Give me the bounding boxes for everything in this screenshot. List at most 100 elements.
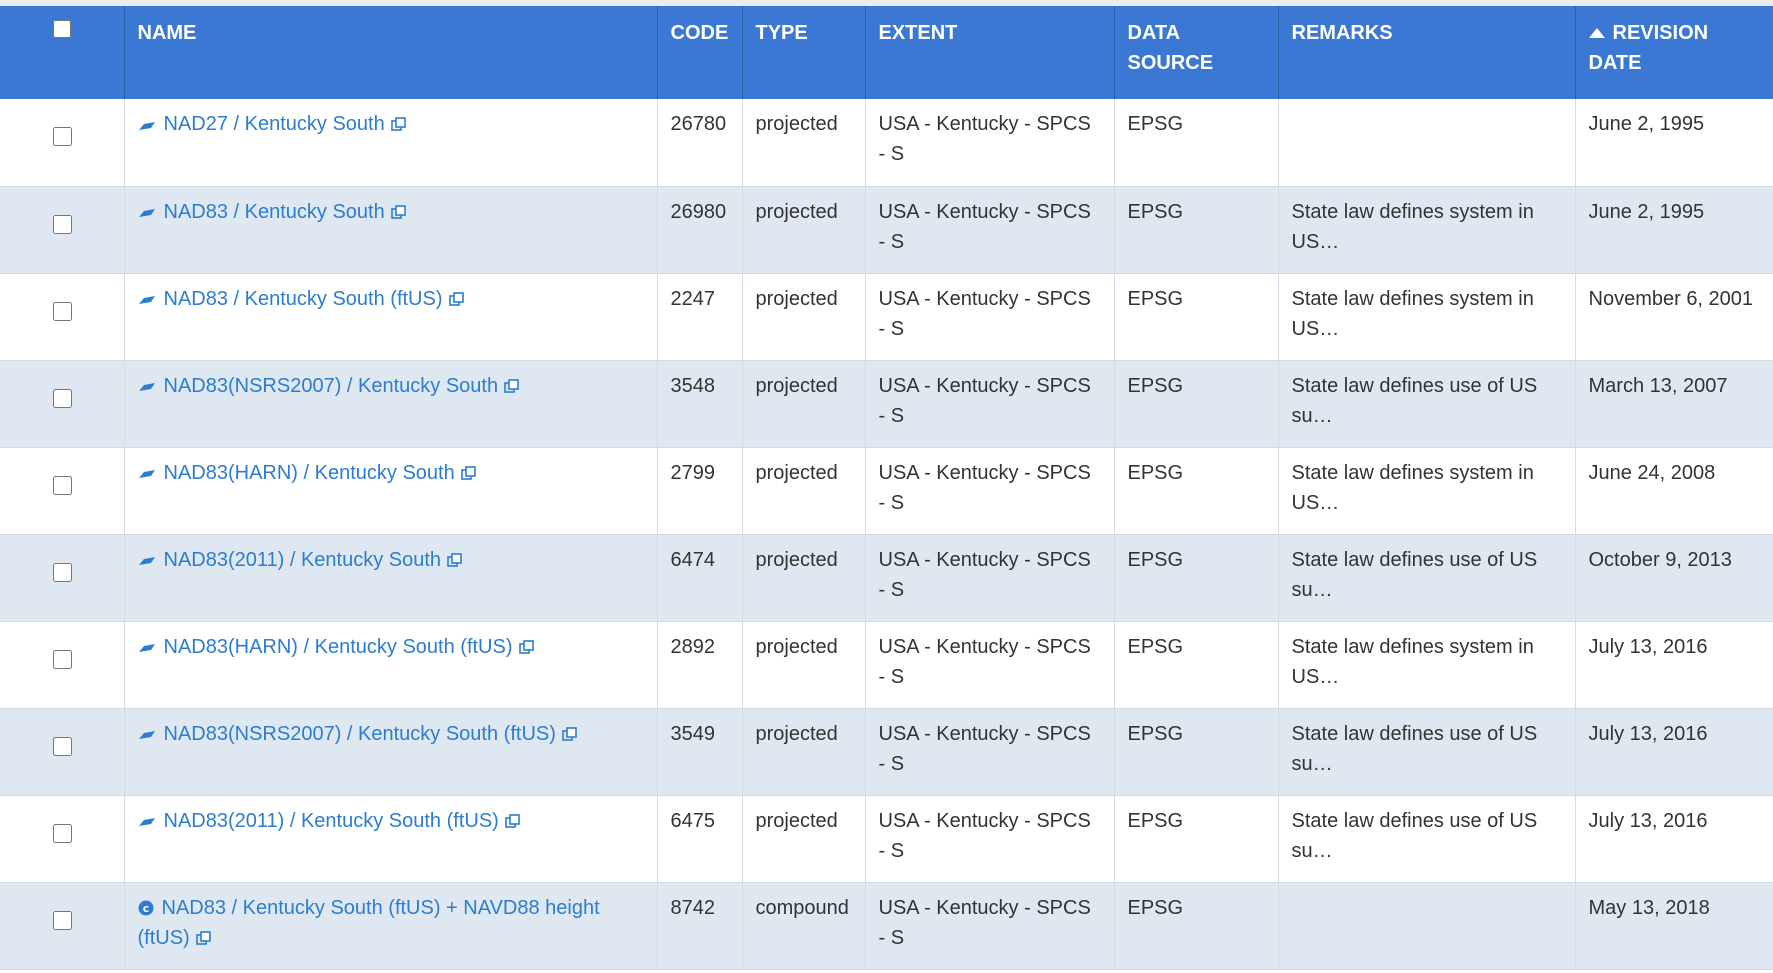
- crs-link[interactable]: NAD83 / Kentucky South (ftUS) + NAVD88 h…: [137, 896, 600, 949]
- type-cell: projected: [742, 708, 866, 796]
- extent-cell: USA - Kentucky - SPCS - S: [865, 795, 1115, 883]
- external-link-icon: [195, 930, 211, 945]
- table-row: NAD83(NSRS2007) / Kentucky South (ftUS) 3…: [0, 708, 1773, 796]
- results-table: NAME CODE TYPE EXTENT DATA SOURCE REMARKS REVI…: [0, 6, 1773, 970]
- name-cell: NAD83(HARN) / Kentucky South: [124, 447, 658, 535]
- remarks-cell: State law defines system in US…: [1278, 621, 1576, 709]
- type-cell: projected: [742, 795, 866, 883]
- crs-link[interactable]: NAD83(HARN) / Kentucky South (ftUS): [163, 635, 513, 658]
- column-header-text: CODE: [670, 22, 729, 44]
- source-cell: EPSG: [1114, 273, 1279, 361]
- extent-cell: USA - Kentucky - SPCS - S: [865, 708, 1115, 796]
- column-header[interactable]: DATA SOURCE: [1114, 6, 1279, 99]
- date-cell: November 6, 2001: [1575, 273, 1773, 361]
- date-cell: July 13, 2016: [1575, 795, 1773, 883]
- name-cell: NAD83 / Kentucky South (ftUS): [124, 273, 658, 361]
- code-cell: 8742: [657, 882, 743, 970]
- row-checkbox[interactable]: [52, 823, 72, 843]
- header-row: NAME CODE TYPE EXTENT DATA SOURCE REMARKS REVI…: [0, 6, 1773, 99]
- external-link-icon: [390, 117, 406, 132]
- projected-icon: [138, 121, 155, 130]
- type-cell: projected: [742, 621, 866, 709]
- crs-link[interactable]: NAD83 / Kentucky South: [163, 200, 385, 223]
- external-link-icon: [562, 726, 577, 741]
- table-row: NAD83(NSRS2007) / Kentucky South 3548 proj…: [0, 360, 1773, 448]
- code-cell: 26980: [657, 186, 743, 274]
- date-cell: October 9, 2013: [1575, 534, 1773, 622]
- row-checkbox[interactable]: [52, 910, 72, 930]
- table-row: NAD83(2011) / Kentucky South (ftUS) 6475 p…: [0, 795, 1773, 883]
- projected-icon: [138, 731, 155, 740]
- row-checkbox[interactable]: [52, 127, 72, 146]
- column-header[interactable]: EXTENT: [865, 6, 1115, 99]
- table-row: NAD27 / Kentucky South 26780 projected USA …: [0, 99, 1773, 187]
- date-cell: July 13, 2016: [1575, 621, 1773, 709]
- checkbox-cell: [0, 99, 125, 187]
- external-link-icon: [448, 291, 464, 306]
- name-cell: NAD83(HARN) / Kentucky South (ftUS): [124, 621, 658, 709]
- column-header[interactable]: REMARKS: [1278, 6, 1576, 99]
- table-row: NAD83(HARN) / Kentucky South 2799 projecte…: [0, 447, 1773, 535]
- extent-cell: USA - Kentucky - SPCS - S: [865, 534, 1115, 622]
- source-cell: EPSG: [1114, 795, 1279, 883]
- crs-link[interactable]: NAD83(NSRS2007) / Kentucky South (ftUS): [163, 722, 556, 745]
- name-cell: NAD83(NSRS2007) / Kentucky South: [124, 360, 658, 448]
- column-header[interactable]: REVISION DATE: [1575, 6, 1773, 99]
- type-cell: projected: [742, 534, 866, 622]
- crs-link[interactable]: NAD83(NSRS2007) / Kentucky South: [163, 374, 499, 397]
- checkbox-cell: [0, 882, 125, 970]
- code-cell: 2892: [657, 621, 743, 709]
- crs-link[interactable]: NAD83(2011) / Kentucky South: [163, 548, 442, 571]
- compound-icon: c: [138, 900, 153, 916]
- crs-link[interactable]: NAD83 / Kentucky South (ftUS): [163, 287, 443, 310]
- external-link-icon: [390, 204, 406, 219]
- row-checkbox[interactable]: [52, 475, 72, 495]
- source-cell: EPSG: [1114, 99, 1279, 187]
- svg-text:c: c: [142, 902, 149, 915]
- remarks-cell: State law defines use of US su…: [1278, 534, 1576, 622]
- row-checkbox[interactable]: [52, 388, 72, 408]
- date-cell: June 2, 1995: [1575, 99, 1773, 187]
- remarks-cell: State law defines use of US su…: [1278, 708, 1576, 796]
- crs-link[interactable]: NAD83(HARN) / Kentucky South: [163, 461, 455, 484]
- projected-icon: [138, 209, 155, 218]
- code-cell: 3549: [657, 708, 743, 796]
- table-row: c NAD83 / Kentucky South (ftUS) + NAVD88 …: [0, 882, 1773, 970]
- column-header[interactable]: TYPE: [742, 6, 866, 99]
- source-cell: EPSG: [1114, 708, 1279, 796]
- column-header[interactable]: CODE: [657, 6, 743, 99]
- name-cell: NAD83(NSRS2007) / Kentucky South (ftUS): [124, 708, 658, 796]
- source-cell: EPSG: [1114, 534, 1279, 622]
- remarks-cell: [1278, 882, 1576, 970]
- name-cell: NAD83(2011) / Kentucky South: [124, 534, 658, 622]
- code-cell: 2247: [657, 273, 743, 361]
- select-all-checkbox[interactable]: [53, 20, 72, 38]
- crs-link[interactable]: NAD27 / Kentucky South: [163, 113, 385, 135]
- date-cell: June 24, 2008: [1575, 447, 1773, 535]
- type-cell: compound: [742, 882, 866, 970]
- column-header-text: TYPE: [755, 22, 808, 44]
- remarks-cell: State law defines system in US…: [1278, 273, 1576, 361]
- crs-link[interactable]: NAD83(2011) / Kentucky South (ftUS): [163, 809, 499, 832]
- row-checkbox[interactable]: [52, 214, 72, 234]
- row-checkbox[interactable]: [52, 301, 72, 321]
- projected-icon: [138, 383, 155, 392]
- code-cell: 2799: [657, 447, 743, 535]
- checkbox-cell: [0, 273, 125, 361]
- table-row: NAD83(2011) / Kentucky South 6474 projecte…: [0, 534, 1773, 622]
- projected-icon: [138, 644, 155, 653]
- remarks-cell: State law defines use of US su…: [1278, 360, 1576, 448]
- projected-icon: [138, 470, 155, 479]
- name-cell: NAD83(2011) / Kentucky South (ftUS): [124, 795, 658, 883]
- sort-arrow: [1588, 28, 1605, 38]
- row-checkbox[interactable]: [52, 562, 72, 582]
- remarks-cell: State law defines system in US…: [1278, 186, 1576, 274]
- column-header-text: NAME: [137, 22, 197, 44]
- source-cell: EPSG: [1114, 621, 1279, 709]
- column-header[interactable]: NAME: [124, 6, 658, 99]
- row-checkbox[interactable]: [52, 736, 72, 756]
- row-checkbox[interactable]: [52, 649, 72, 669]
- table-row: NAD83(HARN) / Kentucky South (ftUS) 2892 p…: [0, 621, 1773, 709]
- checkbox-cell: [0, 534, 125, 622]
